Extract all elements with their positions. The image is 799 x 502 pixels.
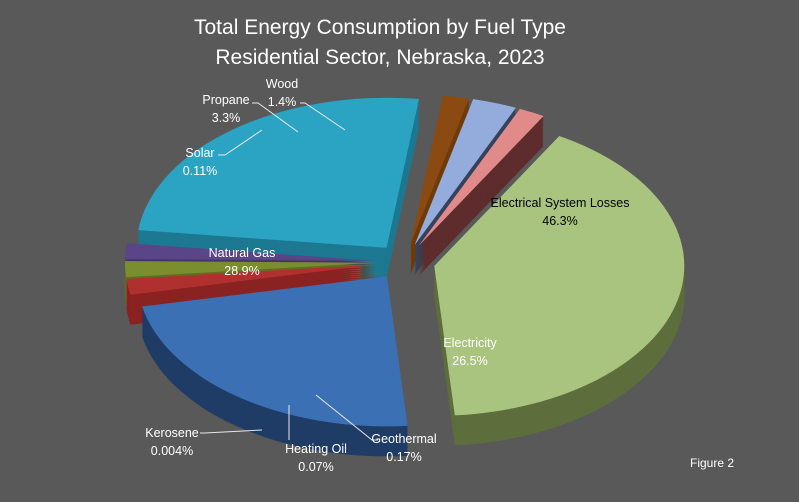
chart-title-line2: Residential Sector, Nebraska, 2023 [215,46,545,69]
label-propane: Propane 3.3% [202,93,250,125]
leader-wood [300,102,346,131]
label-kerosene: Kerosene 0.004% [145,426,199,458]
slice-top-geothermal [126,264,376,295]
slice-electricity [142,276,408,457]
slice-side-geothermal [126,268,376,299]
slice-top-natural-gas [138,97,419,248]
slice-top-wood [418,108,544,246]
slice-top-propane [414,99,516,245]
label-electricity: Electricity 26.5% [443,336,497,368]
label-heating-oil: Heating Oil 0.07% [285,442,347,474]
slice-side-geothermal [126,272,376,303]
leader-kerosene [200,429,263,434]
label-wood: Wood 1.4% [265,77,299,109]
leader-propane [252,102,299,133]
slice-top-kerosene [125,243,376,261]
slice-electrical-system-losses [434,136,685,446]
label-electrical-system-losses: Electrical System Losses 46.3% [490,196,630,228]
slice-top-electricity [142,276,408,427]
label-solar: Solar 0.11% [182,146,218,178]
leader-solar [218,129,263,156]
slice-top-electrical-system-losses [434,136,685,416]
slice-side-geothermal [126,266,376,297]
slice-top-solar [410,95,470,245]
slice-side-geothermal [126,276,376,307]
slice-wood [418,108,544,276]
leader-geothermal [315,394,378,441]
label-geothermal: Geothermal 0.17% [371,432,437,464]
chart-title-line1: Total Energy Consumption by Fuel Type [194,16,566,39]
slice-side-geothermal [126,270,376,301]
figure-label: Figure 2 [690,456,735,470]
label-natural-gas: Natural Gas 28.9% [208,246,276,278]
slice-top-heating-oil [125,261,376,278]
slice-side-geothermal [126,274,376,305]
slice-natural-gas [138,97,419,278]
